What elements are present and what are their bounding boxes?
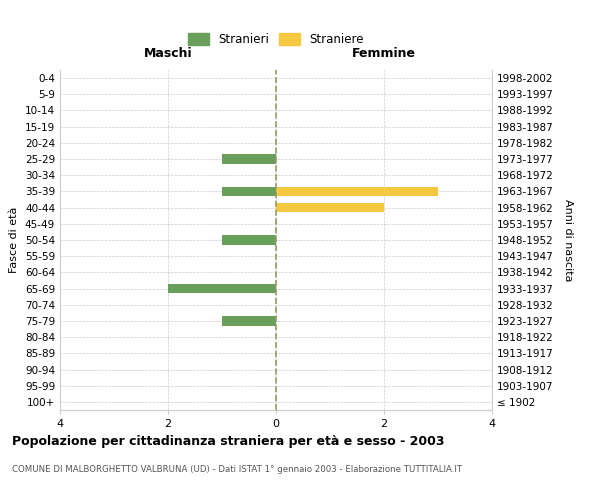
Bar xyxy=(222,235,276,245)
Bar xyxy=(276,203,384,212)
Bar xyxy=(168,284,276,294)
Bar xyxy=(222,186,276,196)
Bar xyxy=(222,316,276,326)
Text: Popolazione per cittadinanza straniera per età e sesso - 2003: Popolazione per cittadinanza straniera p… xyxy=(12,435,445,448)
Bar xyxy=(276,186,438,196)
Legend: Stranieri, Straniere: Stranieri, Straniere xyxy=(183,28,369,51)
Text: Femmine: Femmine xyxy=(352,47,416,60)
Text: Maschi: Maschi xyxy=(143,47,193,60)
Text: COMUNE DI MALBORGHETTO VALBRUNA (UD) - Dati ISTAT 1° gennaio 2003 - Elaborazione: COMUNE DI MALBORGHETTO VALBRUNA (UD) - D… xyxy=(12,465,462,474)
Y-axis label: Anni di nascita: Anni di nascita xyxy=(563,198,573,281)
Bar xyxy=(222,154,276,164)
Y-axis label: Fasce di età: Fasce di età xyxy=(10,207,19,273)
